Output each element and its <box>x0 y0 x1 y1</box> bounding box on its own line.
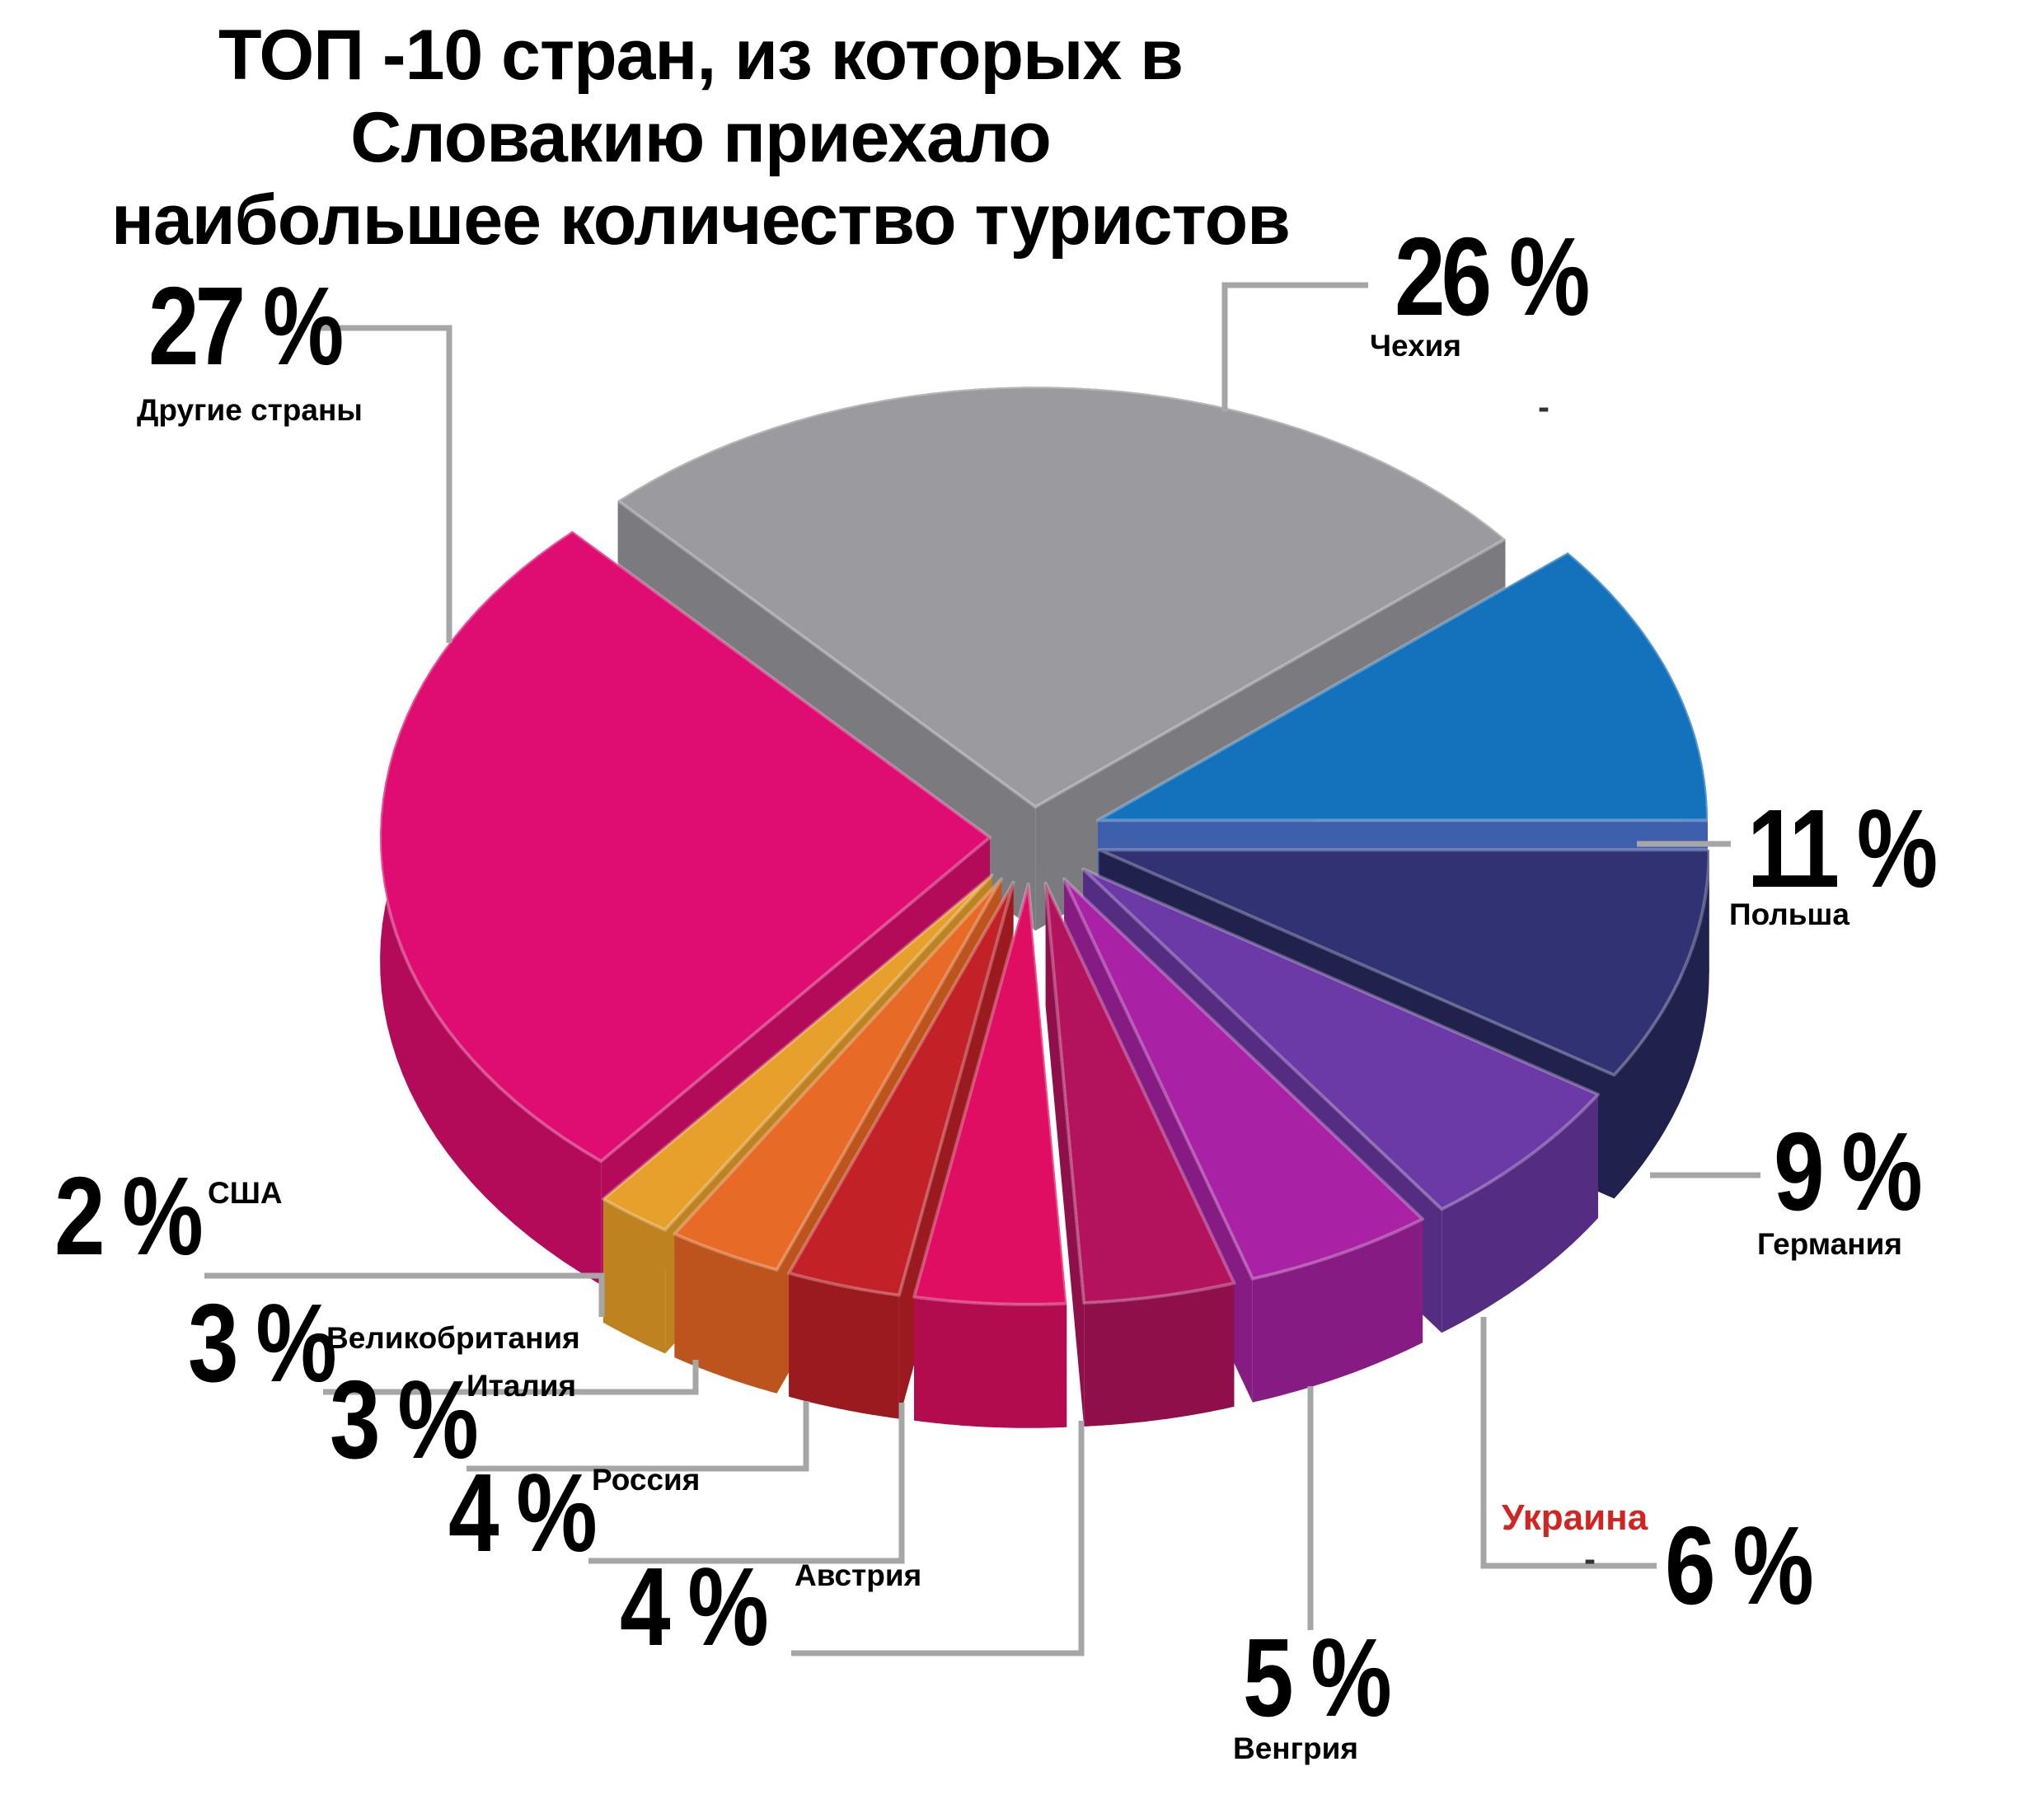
pie-slice-other-top <box>378 529 992 1164</box>
pie-slice-ru <box>912 882 1069 1428</box>
value-label-us: 2 % <box>54 1154 204 1278</box>
pie-slice-it-top <box>787 880 1015 1297</box>
leader-line-us <box>204 1272 605 1317</box>
leader-line-ua <box>1480 1317 1657 1569</box>
pie-slice-ru-top <box>912 882 1069 1306</box>
pie-slice-ua-top <box>1081 867 1600 1211</box>
chart-title-line2: наибольшее количество туристов <box>111 180 1291 260</box>
value-label-pl: 11 % <box>1747 786 1938 911</box>
value-label-at: 4 % <box>620 1544 769 1669</box>
value-label-ru: 4 % <box>448 1450 598 1575</box>
category-label-at: Австрия <box>795 1558 922 1592</box>
category-label-de: Германия <box>1757 1227 1902 1261</box>
value-label-de: 9 % <box>1774 1109 1923 1234</box>
category-label-other: Другие страны <box>137 393 363 427</box>
category-label-cz: Чехия <box>1370 329 1461 363</box>
leader-line-it <box>466 1401 809 1472</box>
leader-line-other <box>316 325 452 643</box>
pie-slice-de-wall <box>1614 850 1709 1199</box>
category-label-ua: Украина <box>1502 1497 1648 1538</box>
value-label-cz: 26 % <box>1395 214 1590 339</box>
pie-slice-gb-top <box>673 877 1003 1272</box>
pie-slice-at-top <box>1043 881 1236 1305</box>
category-label-it: Италия <box>466 1369 577 1403</box>
pie-slice-de-top <box>1097 848 1711 1077</box>
chart-title: ТОП -10 стран, из которых в Словакию при… <box>91 15 1310 261</box>
value-label-hu: 5 % <box>1243 1615 1392 1740</box>
leader-line-cz <box>1221 282 1368 412</box>
stray-dash-2: - <box>1584 1539 1596 1578</box>
pie-slice-pl-top <box>1096 551 1709 822</box>
value-label-ua: 6 % <box>1665 1503 1814 1628</box>
pie-slice-ru-wall <box>914 1296 1067 1428</box>
pie-slice-us-top <box>601 873 994 1232</box>
category-label-us: США <box>208 1176 283 1210</box>
stray-dash-1: - <box>1538 387 1549 426</box>
category-label-pl: Польша <box>1729 897 1849 931</box>
category-label-gb: Великобритания <box>326 1321 580 1355</box>
leader-line-gb <box>323 1360 699 1395</box>
value-label-it: 3 % <box>330 1357 479 1482</box>
value-label-other: 27 % <box>148 264 344 388</box>
leader-line-at <box>791 1421 1085 1656</box>
pie-slice-cz-top <box>616 385 1507 809</box>
value-label-gb: 3 % <box>188 1281 337 1405</box>
pie-slice-hu-top <box>1062 877 1425 1281</box>
chart-title-line1: ТОП -10 стран, из которых в Словакию при… <box>218 16 1184 177</box>
pie-slice-at-edge-1 <box>1045 883 1085 1427</box>
leader-line-ru <box>588 1403 905 1564</box>
category-label-hu: Венгрия <box>1233 1731 1358 1765</box>
category-label-ru: Россия <box>592 1463 701 1497</box>
pie-slice-at <box>1043 881 1236 1427</box>
